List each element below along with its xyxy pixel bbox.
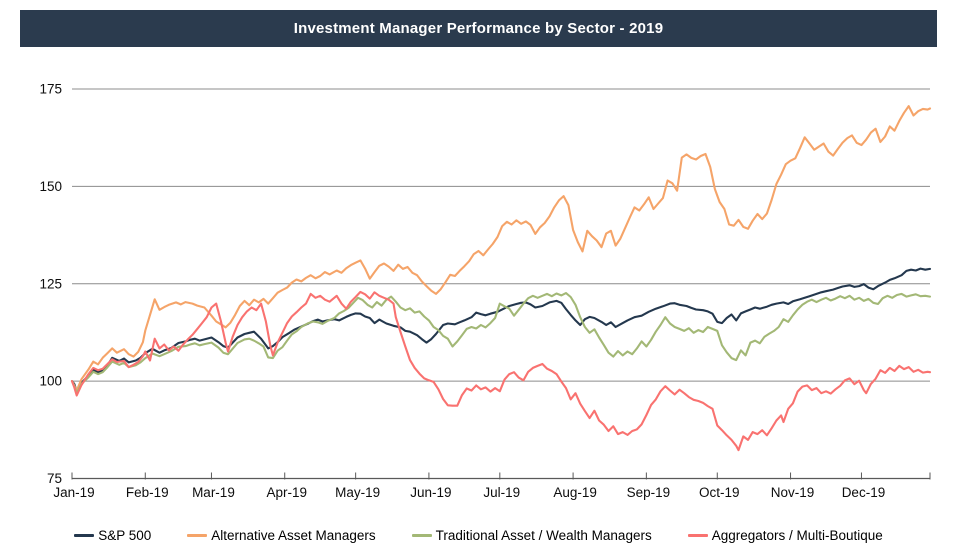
series-line-s-p-500 <box>70 267 932 393</box>
legend-item-traditional-asset-wealth-managers: Traditional Asset / Wealth Managers <box>411 527 652 543</box>
series-line-aggregators-multi-boutique <box>70 290 932 452</box>
x-tick-label-Sep-19: Sep-19 <box>627 485 671 500</box>
legend-item-s-p-500: S&P 500 <box>74 528 151 543</box>
legend-dash-icon <box>687 533 708 537</box>
y-tick-label-100: 100 <box>39 374 62 389</box>
legend-dash-icon <box>187 533 208 537</box>
chart-title: Investment Manager Performance by Sector… <box>293 20 664 37</box>
series-line-alternative-asset-managers <box>70 105 932 392</box>
x-tick-label-Dec-19: Dec-19 <box>842 485 886 500</box>
y-tick-label-125: 125 <box>39 276 62 291</box>
legend-dash-icon <box>411 533 432 537</box>
chart-legend: S&P 500 Alternative Asset Managers Traditi… <box>0 524 957 546</box>
x-tick-label-May-19: May-19 <box>335 485 380 500</box>
x-tick-label-Mar-19: Mar-19 <box>192 485 235 500</box>
y-tick-label-150: 150 <box>39 179 62 194</box>
x-tick-label-Jan-19: Jan-19 <box>53 485 94 500</box>
x-tick-label-Jun-19: Jun-19 <box>410 485 451 500</box>
legend-label: Traditional Asset / Wealth Managers <box>435 527 652 543</box>
x-tick-label-Jul-19: Jul-19 <box>483 485 520 500</box>
y-tick-label-175: 175 <box>39 82 62 97</box>
legend-label: S&P 500 <box>98 527 152 543</box>
x-tick-label-Oct-19: Oct-19 <box>699 485 740 500</box>
legend-item-alternative-asset-managers: Alternative Asset Managers <box>187 527 376 543</box>
y-tick-label-75: 75 <box>47 471 62 486</box>
x-tick-label-Aug-19: Aug-19 <box>553 485 597 500</box>
legend-label: Alternative Asset Managers <box>211 527 376 543</box>
x-tick-label-Feb-19: Feb-19 <box>126 485 169 500</box>
x-tick-label-Apr-19: Apr-19 <box>266 485 307 500</box>
legend-label: Aggregators / Multi-Boutique <box>711 527 883 543</box>
legend-dash-icon <box>74 533 95 537</box>
legend-item-aggregators-multi-boutique: Aggregators / Multi-Boutique <box>687 527 883 543</box>
x-tick-label-Nov-19: Nov-19 <box>771 485 815 500</box>
series-line-traditional-asset-wealth-managers <box>70 292 932 395</box>
chart-title-bar: Investment Manager Performance by Sector… <box>20 10 937 47</box>
